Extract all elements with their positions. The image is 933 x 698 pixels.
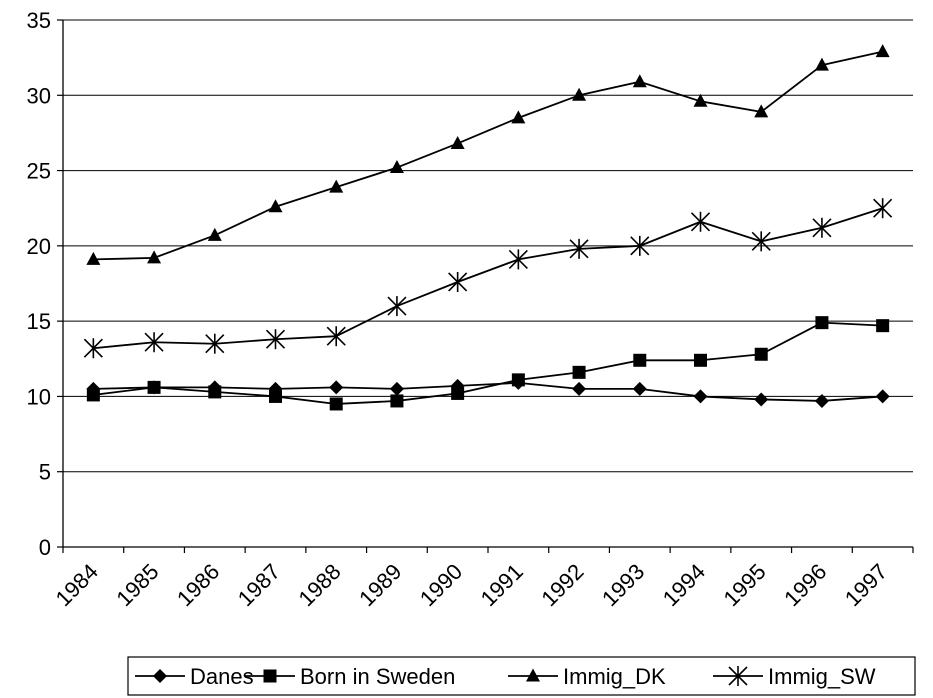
data-point [511, 110, 526, 124]
y-axis-tick-labels: 0 5 10 15 20 25 30 35 [27, 8, 51, 560]
data-point [86, 388, 100, 402]
legend-item: Danes [135, 664, 254, 689]
data-point [387, 296, 407, 317]
legend-label: Danes [190, 664, 254, 689]
legend-item: Born in Sweden [245, 664, 455, 689]
data-point [389, 381, 404, 396]
data-point [326, 326, 346, 347]
x-tick-label: 1996 [779, 559, 831, 611]
data-point [694, 353, 707, 367]
x-tick-label: 1989 [354, 559, 406, 611]
x-tick-label: 1984 [51, 559, 103, 611]
data-point [572, 87, 587, 101]
data-point [754, 392, 769, 407]
data-point [876, 319, 890, 333]
x-tick-label: 1993 [597, 559, 649, 611]
x-tick-label: 1986 [172, 559, 224, 611]
data-point [873, 198, 893, 219]
x-tick-label: 1988 [293, 559, 345, 611]
data-point [815, 316, 829, 330]
data-point [389, 160, 404, 174]
data-point [875, 389, 890, 404]
data-point [812, 217, 832, 238]
series-born-in-sweden [86, 316, 890, 411]
data-point [814, 393, 829, 408]
y-tick-label: 25 [27, 159, 51, 184]
series-immig-dk [86, 44, 890, 265]
data-point [83, 338, 103, 359]
gridlines [63, 19, 913, 473]
series-line [93, 321, 883, 405]
x-tick-label: 1987 [233, 559, 285, 611]
x-tick-label: 1990 [415, 559, 467, 611]
legend-label: Immig_DK [563, 664, 666, 689]
data-point [208, 385, 222, 399]
x-tick-label: 1991 [476, 559, 528, 611]
data-point [451, 386, 465, 400]
series-line [93, 50, 883, 261]
data-point [329, 179, 344, 193]
legend-marker [728, 666, 748, 686]
series-lines [83, 44, 893, 411]
y-tick-label: 5 [39, 460, 51, 485]
legend-marker [263, 669, 277, 683]
legend-marker [526, 668, 540, 682]
legend-item: Immig_DK [508, 664, 666, 689]
x-tick-label: 1985 [111, 559, 163, 611]
series-immig-sw [83, 198, 893, 359]
y-tick-label: 20 [27, 234, 51, 259]
data-point [572, 365, 586, 379]
data-point [754, 104, 769, 118]
data-point [207, 227, 222, 241]
data-point [329, 397, 343, 411]
data-point [147, 380, 161, 394]
data-point [572, 381, 587, 396]
data-point [329, 380, 344, 395]
data-point [269, 389, 282, 403]
data-point [508, 249, 528, 270]
legend-item: Immig_SW [713, 664, 876, 689]
data-point [630, 235, 650, 256]
series-line [93, 207, 883, 350]
data-point [875, 44, 890, 58]
data-point [693, 93, 708, 107]
axes [57, 19, 914, 553]
data-point [144, 332, 164, 353]
data-point [690, 211, 711, 232]
data-point [511, 373, 525, 387]
data-point [693, 389, 708, 404]
legend-items: Danes Born in Sweden Immig_DK Immig_SW [135, 664, 876, 689]
data-point [569, 238, 589, 259]
legend-marker [153, 669, 167, 683]
data-point [448, 271, 468, 292]
data-point [390, 394, 404, 408]
x-tick-label: 1995 [718, 559, 770, 611]
legend: Danes Born in Sweden Immig_DK Immig_SW [127, 656, 916, 696]
x-tick-label: 1992 [536, 559, 588, 611]
data-point [147, 250, 162, 264]
x-tick-label: 1994 [658, 559, 710, 611]
data-point [265, 329, 286, 350]
y-tick-label: 10 [27, 384, 51, 409]
data-point [86, 251, 101, 265]
data-point [205, 333, 225, 354]
data-point [268, 199, 283, 213]
data-point [633, 353, 647, 367]
legend-label: Born in Sweden [300, 664, 455, 689]
legend-label: Immig_SW [768, 664, 876, 689]
data-point [814, 57, 829, 71]
y-tick-label: 35 [27, 8, 51, 33]
data-point [632, 381, 647, 396]
y-tick-label: 30 [27, 83, 51, 108]
x-tick-label: 1997 [840, 559, 892, 611]
data-point [632, 74, 647, 88]
series-line [93, 381, 883, 402]
data-point [754, 347, 768, 361]
y-tick-label: 15 [27, 309, 51, 334]
data-point [450, 135, 465, 149]
data-point [751, 231, 771, 252]
y-tick-label: 0 [39, 535, 51, 560]
x-axis-tick-labels: 1984 1985 1986 1987 1988 1989 1990 1991 1992 1993… [51, 559, 893, 611]
